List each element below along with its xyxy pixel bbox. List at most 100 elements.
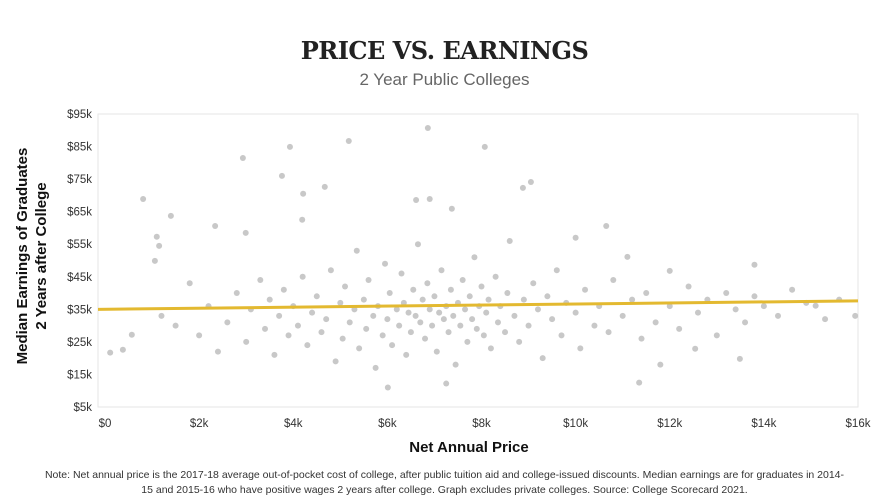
- data-point: [384, 384, 391, 391]
- data-point: [346, 319, 353, 326]
- data-point: [525, 322, 532, 329]
- data-point: [676, 325, 683, 332]
- data-point: [107, 349, 114, 356]
- data-point: [233, 290, 240, 297]
- data-point: [140, 195, 147, 202]
- y-tick-label: $95k: [67, 109, 92, 121]
- data-point: [396, 322, 403, 329]
- data-point: [448, 205, 455, 212]
- data-point: [382, 260, 389, 267]
- x-tick-label: $12k: [657, 418, 682, 430]
- data-point: [629, 296, 636, 303]
- data-point: [327, 267, 334, 274]
- data-point: [280, 286, 287, 293]
- data-point: [156, 242, 163, 249]
- data-point: [278, 172, 285, 179]
- data-point: [431, 293, 438, 300]
- data-point: [544, 293, 551, 300]
- data-point: [447, 286, 454, 293]
- data-point: [530, 280, 537, 287]
- data-point: [426, 195, 433, 202]
- data-point: [742, 319, 749, 326]
- data-point: [723, 290, 730, 297]
- data-point: [318, 329, 325, 336]
- y-axis-label-line1: Median Earnings of Graduates: [14, 148, 31, 365]
- data-point: [360, 296, 367, 303]
- y-tick-label: $15k: [67, 369, 92, 381]
- data-point: [713, 332, 720, 339]
- data-point: [438, 267, 445, 274]
- data-point: [483, 309, 490, 316]
- trend-line: [97, 299, 859, 311]
- data-point: [214, 348, 221, 355]
- data-point: [549, 316, 556, 323]
- data-point: [262, 325, 269, 332]
- y-tick-label: $85k: [67, 142, 92, 154]
- data-point: [410, 286, 417, 293]
- data-point: [424, 124, 431, 131]
- data-point: [789, 286, 796, 293]
- data-point: [445, 329, 452, 336]
- data-point: [506, 237, 513, 244]
- y-tick-label: $55k: [67, 239, 92, 251]
- data-point: [151, 257, 158, 264]
- data-point: [299, 273, 306, 280]
- data-point: [436, 309, 443, 316]
- x-tick-label: $0: [99, 418, 112, 430]
- data-point: [365, 277, 372, 284]
- data-point: [400, 299, 407, 306]
- data-point: [339, 335, 346, 342]
- data-point: [300, 190, 307, 197]
- data-point: [516, 338, 523, 345]
- data-point: [257, 277, 264, 284]
- data-point: [239, 154, 246, 161]
- data-point: [403, 351, 410, 358]
- y-axis-label-line2: 2 Years after College: [33, 182, 50, 329]
- data-point: [774, 312, 781, 319]
- data-point: [128, 331, 135, 338]
- data-point: [172, 322, 179, 329]
- data-point: [610, 277, 617, 284]
- data-point: [323, 316, 330, 323]
- data-point: [760, 303, 767, 310]
- data-point: [478, 283, 485, 290]
- data-point: [487, 345, 494, 352]
- data-point: [356, 345, 363, 352]
- data-point: [511, 312, 518, 319]
- data-point: [398, 270, 405, 277]
- data-point: [242, 229, 249, 236]
- data-point: [685, 283, 692, 290]
- data-point: [751, 261, 758, 268]
- data-point: [443, 380, 450, 387]
- y-tick-label: $45k: [67, 272, 92, 284]
- data-point: [413, 196, 420, 203]
- data-point: [158, 312, 165, 319]
- data-point: [502, 329, 509, 336]
- data-point: [414, 241, 421, 248]
- data-point: [539, 355, 546, 362]
- data-point: [372, 364, 379, 371]
- data-point: [294, 322, 301, 329]
- chart-title: PRICE VS. EARNINGS: [300, 36, 589, 65]
- x-tick-label: $4k: [284, 418, 303, 430]
- data-point: [605, 329, 612, 336]
- data-point: [224, 319, 231, 326]
- data-point: [426, 306, 433, 313]
- y-tick-label: $35k: [67, 304, 92, 316]
- data-point: [462, 306, 469, 313]
- data-point: [527, 179, 534, 186]
- data-point: [481, 143, 488, 150]
- y-tick-label: $25k: [67, 337, 92, 349]
- data-point: [440, 316, 447, 323]
- data-point: [480, 332, 487, 339]
- data-point: [822, 316, 829, 323]
- plot-area: [97, 113, 859, 408]
- data-point: [321, 183, 328, 190]
- data-point: [492, 273, 499, 280]
- data-point: [393, 306, 400, 313]
- x-axis-label: Net Annual Price: [409, 439, 528, 456]
- data-point: [186, 280, 193, 287]
- data-point: [384, 316, 391, 323]
- data-point: [485, 296, 492, 303]
- data-point: [271, 351, 278, 358]
